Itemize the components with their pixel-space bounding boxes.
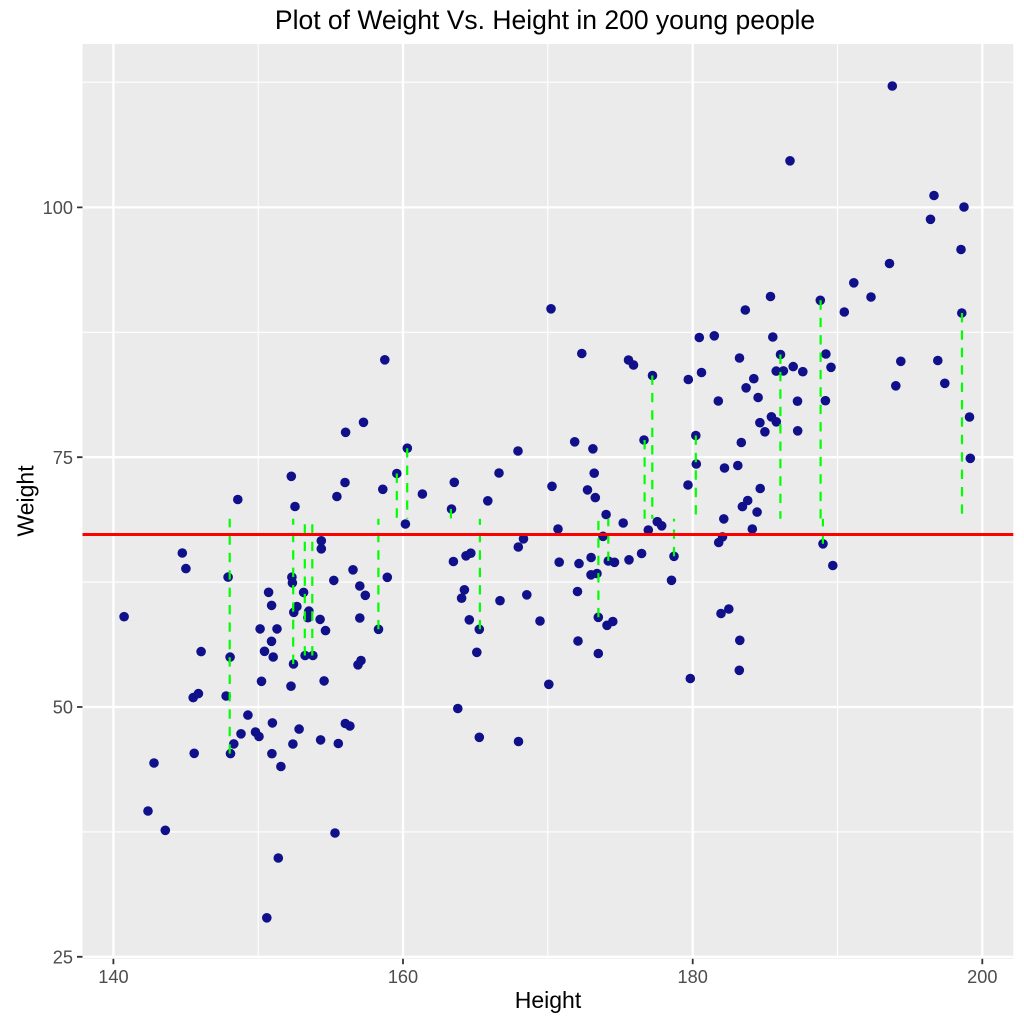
svg-text:Weight: Weight bbox=[13, 465, 39, 537]
svg-text:200: 200 bbox=[967, 967, 997, 987]
svg-text:50: 50 bbox=[53, 698, 73, 718]
svg-text:140: 140 bbox=[98, 967, 128, 987]
svg-text:100: 100 bbox=[43, 198, 73, 218]
svg-text:160: 160 bbox=[388, 967, 418, 987]
svg-text:25: 25 bbox=[53, 947, 73, 967]
svg-text:Plot of Weight Vs. Height in 2: Plot of Weight Vs. Height in 200 young p… bbox=[275, 5, 815, 35]
svg-text:Height: Height bbox=[515, 987, 582, 1013]
svg-text:75: 75 bbox=[53, 448, 73, 468]
svg-text:180: 180 bbox=[678, 967, 708, 987]
